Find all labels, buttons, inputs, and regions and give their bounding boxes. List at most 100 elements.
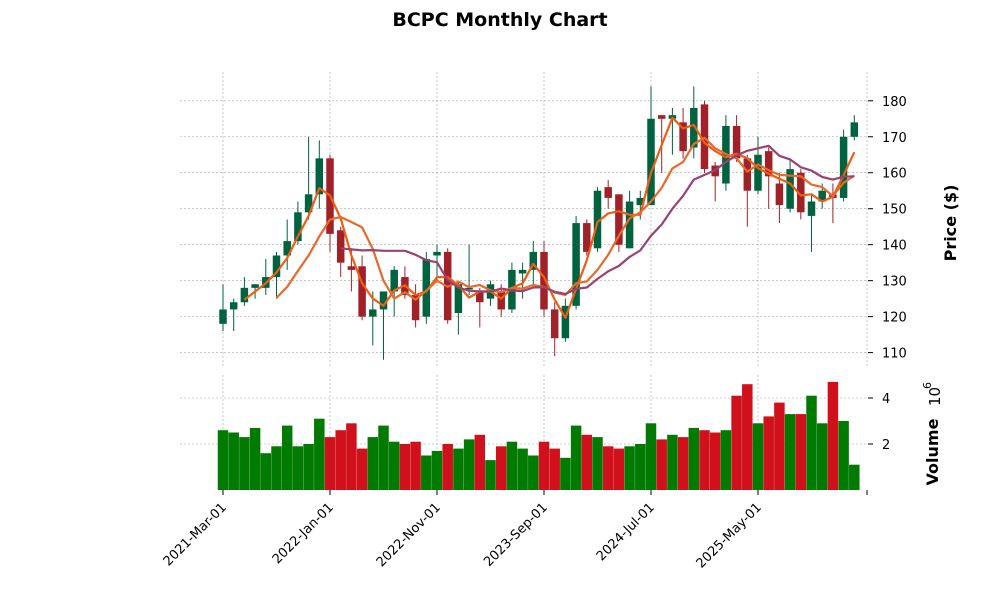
candle <box>561 298 570 342</box>
volume-bar <box>752 423 764 490</box>
candle <box>379 291 388 360</box>
moving-average-12 <box>340 144 855 296</box>
volume-bar <box>656 439 667 490</box>
candle-body <box>754 154 762 191</box>
moving-average-lines <box>243 116 856 319</box>
price-tick-label: 150 <box>882 203 907 218</box>
volume-bar <box>314 418 325 490</box>
volume-bar <box>217 430 229 490</box>
candle <box>850 115 859 141</box>
candle <box>615 194 623 252</box>
candle-body <box>422 259 431 317</box>
candle-body <box>572 223 580 306</box>
price-axis-title: Price ($) <box>941 185 960 262</box>
candle <box>583 219 591 256</box>
candle <box>668 107 677 155</box>
candle <box>262 259 270 296</box>
candle-body <box>336 230 345 263</box>
candle <box>679 107 687 159</box>
candle-body <box>615 194 623 245</box>
candle-body <box>797 172 805 213</box>
volume-bar <box>281 425 293 490</box>
price-tick-label: 130 <box>882 275 907 290</box>
candle-body <box>315 158 324 195</box>
candle-body <box>251 284 259 288</box>
candle-body <box>283 241 291 256</box>
candle <box>336 226 345 278</box>
volume-bar <box>303 444 314 490</box>
volume-bar <box>635 444 646 490</box>
candle <box>240 277 249 306</box>
candle-body <box>454 284 463 314</box>
volume-scale-base: 10 <box>926 387 944 406</box>
candle-body <box>647 118 655 206</box>
candle <box>604 179 612 209</box>
candle-body <box>540 251 548 310</box>
x-tick-label: 2024-Jul-01 <box>594 500 658 564</box>
candle-body <box>229 302 238 310</box>
candle <box>422 251 431 324</box>
volume-bar <box>431 450 443 490</box>
volume-tick-label: 4 <box>882 392 890 407</box>
candle <box>764 147 773 209</box>
volume-bar <box>517 448 528 490</box>
volume-bar <box>506 441 518 490</box>
volume-bars <box>217 381 860 490</box>
price-tick-label: 120 <box>882 311 907 326</box>
volume-bar <box>324 437 336 490</box>
candle-body <box>786 169 794 209</box>
volume-scale-exponent: 6 <box>921 382 934 389</box>
candle <box>775 172 784 224</box>
candle-body <box>347 266 356 270</box>
volume-bar <box>677 437 689 490</box>
x-tick-label: 2022-Jan-01 <box>270 500 337 567</box>
volume-bar <box>260 453 272 490</box>
candle-body <box>807 201 816 216</box>
volume-bar <box>570 425 582 490</box>
volume-bar <box>485 460 496 490</box>
candle <box>476 287 484 328</box>
volume-bar <box>602 446 614 490</box>
volume-bar <box>453 448 464 490</box>
volume-bar <box>421 455 432 490</box>
candle-body <box>690 107 698 148</box>
candle <box>358 255 366 321</box>
candlesticks <box>219 86 859 360</box>
candle-body <box>390 269 398 292</box>
volume-bar <box>346 423 357 490</box>
volume-bar <box>335 430 346 490</box>
volume-bar <box>367 437 379 490</box>
candle-body <box>433 251 441 256</box>
candle <box>304 136 313 220</box>
candle-body <box>679 122 687 152</box>
volume-bar <box>249 427 261 490</box>
volume-bar <box>474 434 486 490</box>
candle <box>550 302 559 357</box>
volume-bar <box>699 430 710 490</box>
candle-body <box>369 309 377 317</box>
candle-body <box>743 158 752 191</box>
volume-bar <box>378 425 389 490</box>
volume-bar <box>538 441 550 490</box>
volume-bar <box>442 444 453 490</box>
candle-body <box>764 151 773 177</box>
candle-body <box>561 305 570 339</box>
candle-body <box>304 194 313 213</box>
chart-title: BCPC Monthly Chart <box>392 9 608 31</box>
candle <box>272 251 281 299</box>
x-tick-label: 2025-May-01 <box>694 500 765 571</box>
candle-body <box>358 266 366 317</box>
volume-bar <box>495 446 507 490</box>
volume-bar <box>784 414 796 490</box>
x-tick-label: 2022-Nov-01 <box>374 500 444 570</box>
volume-bar <box>549 448 560 490</box>
volume-bar <box>581 434 593 490</box>
volume-bar <box>592 437 603 490</box>
candle <box>807 194 816 252</box>
volume-bar <box>410 441 421 490</box>
x-tick-label: 2023-Sep-01 <box>481 500 551 570</box>
volume-bar <box>613 448 625 490</box>
candle-body <box>272 255 281 278</box>
candle-body <box>294 212 302 242</box>
candle-body <box>529 251 538 270</box>
